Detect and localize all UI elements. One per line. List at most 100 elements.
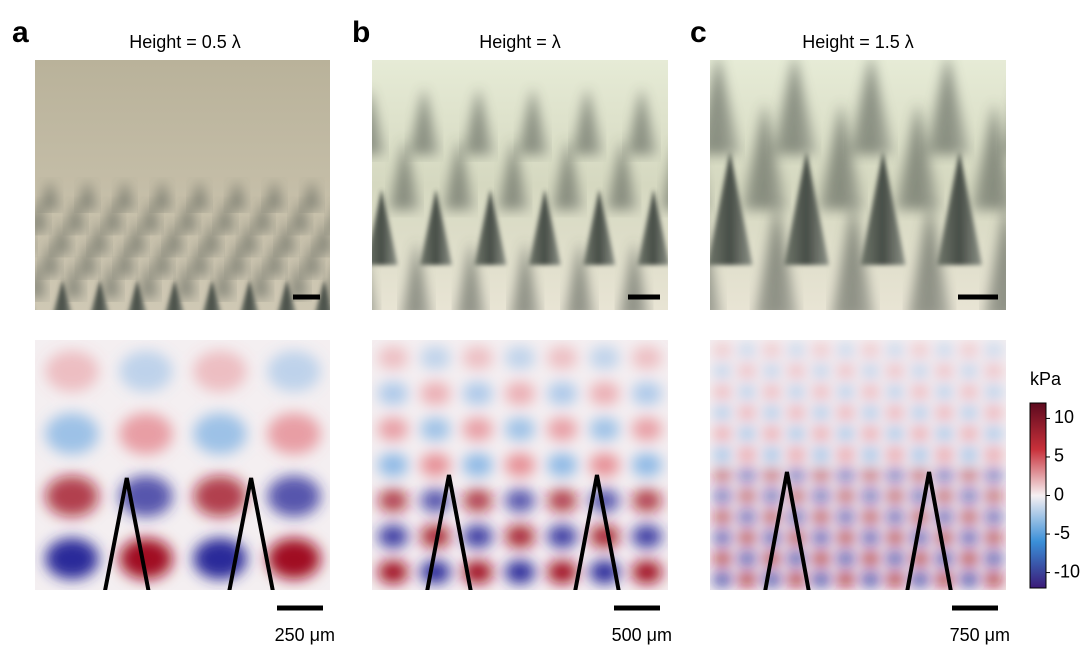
cone: [710, 151, 753, 265]
field-lobe: [462, 346, 493, 370]
field-lobe: [935, 426, 954, 441]
field-lobe: [738, 426, 756, 441]
cone: [2, 180, 24, 210]
field-lobe: [713, 572, 732, 587]
cone: [388, 138, 421, 210]
cone: [151, 180, 174, 210]
field-lobe: [836, 510, 855, 524]
pressure-field: [35, 340, 330, 590]
field-lobe: [787, 406, 806, 420]
field-lobe: [960, 572, 978, 587]
field-lobe: [960, 447, 978, 462]
cone: [263, 240, 286, 276]
field-lobe: [787, 364, 806, 379]
cone: [772, 60, 817, 155]
field-lobe: [547, 381, 578, 406]
cone: [1048, 102, 1092, 210]
cone: [241, 280, 258, 310]
cone: [163, 220, 186, 254]
field-lobe: [861, 531, 880, 545]
field-lobe: [984, 426, 1003, 441]
field-lobe: [762, 468, 781, 483]
field-lobe: [267, 413, 321, 455]
field-lobe: [960, 426, 978, 441]
cone: [334, 138, 366, 210]
cone: [214, 200, 237, 232]
field-lobe: [960, 489, 978, 504]
field-lobe: [631, 453, 663, 477]
cone: [1078, 53, 1092, 155]
cone: [338, 180, 360, 210]
cone-outline: [103, 477, 151, 590]
field-lobe: [504, 453, 536, 477]
field-lobe: [861, 364, 880, 379]
field-blobs: [45, 350, 321, 580]
cone: [937, 151, 982, 265]
field-lobe: [762, 489, 781, 504]
cone: [324, 280, 330, 298]
cone: [315, 280, 330, 310]
cone: [620, 240, 648, 310]
field-lobe: [984, 531, 1003, 545]
cone: [35, 252, 36, 254]
panel-label: a: [12, 16, 29, 49]
field-lobe: [420, 417, 451, 442]
colorbar-tick-label: 5: [1054, 446, 1064, 466]
field-lobe: [738, 468, 756, 483]
field-lobe: [738, 364, 756, 379]
cone: [1014, 151, 1059, 265]
cone: [189, 240, 211, 276]
cone: [456, 240, 485, 310]
field-lobe: [462, 524, 493, 549]
field-lobe: [984, 406, 1003, 420]
field-lobe: [812, 385, 830, 399]
field-lobe: [812, 447, 830, 462]
field-lobe: [787, 343, 806, 358]
panel-label: b: [352, 16, 370, 49]
field-lobe: [738, 572, 756, 587]
field-lobe: [935, 447, 954, 462]
field-lobe: [193, 475, 247, 517]
field-lobe: [984, 343, 1003, 358]
cone: [462, 87, 495, 155]
cone: [238, 220, 260, 254]
cone: [166, 280, 183, 310]
field-lobe: [910, 343, 929, 358]
field-lobe: [631, 346, 663, 370]
cone: [755, 200, 798, 310]
cone: [14, 280, 36, 320]
field-lobe: [935, 385, 954, 399]
field-lobe: [861, 385, 880, 399]
field-lobe: [836, 406, 855, 420]
field-lobe: [886, 447, 904, 462]
cone: [710, 207, 711, 210]
field-lobe: [935, 343, 954, 358]
field-lobe: [836, 551, 855, 566]
field-lobe: [787, 572, 806, 587]
field-lobe: [984, 572, 1003, 587]
cone: [442, 138, 475, 210]
field-lobe: [787, 468, 806, 483]
field-lobe: [420, 346, 451, 370]
cone: [606, 138, 638, 210]
field-lobe: [787, 447, 806, 462]
field-lobe: [589, 524, 620, 549]
cone: [710, 253, 721, 310]
field-lobe: [504, 524, 536, 549]
cone: [326, 222, 330, 232]
field-lobe: [713, 551, 732, 566]
field-lobe: [886, 531, 904, 545]
field-lobe: [812, 551, 830, 566]
field-lobe: [738, 406, 756, 420]
field-lobe: [836, 447, 855, 462]
cone: [278, 280, 296, 310]
field-lobe: [910, 426, 929, 441]
cone: [250, 260, 272, 298]
field-lobe: [836, 531, 855, 545]
cone: [372, 97, 386, 155]
field-lobe: [787, 426, 806, 441]
field-lobe: [738, 510, 756, 524]
field-lobe: [812, 468, 830, 483]
field-lobe: [713, 364, 732, 379]
field-lobe: [886, 385, 904, 399]
